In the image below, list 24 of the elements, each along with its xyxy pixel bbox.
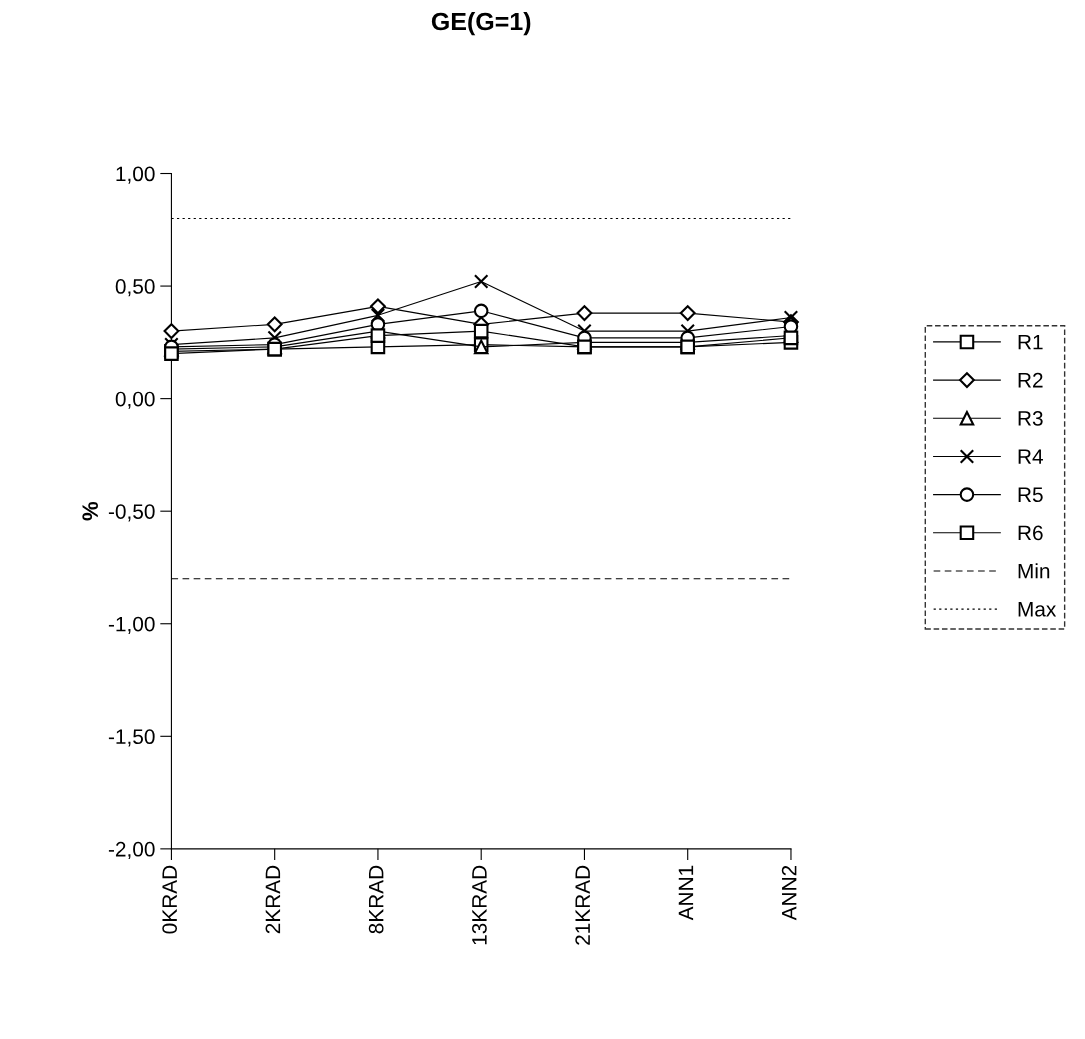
- y-tick-label: -0,50: [108, 504, 155, 522]
- y-axis-title: %: [82, 501, 98, 521]
- legend-label: Min: [1018, 563, 1050, 579]
- x-tick-label: 0KRAD: [162, 865, 178, 934]
- legend-label: R6: [1018, 525, 1043, 541]
- legend-label: R3: [1018, 411, 1043, 426]
- x-tick-label: 13KRAD: [472, 865, 487, 945]
- y-tick-label: 0,50: [115, 279, 155, 297]
- y-tick-label: 0,00: [115, 391, 155, 409]
- y-tick-label: 1,00: [116, 166, 155, 184]
- chart-title: GE(G=1): [431, 11, 531, 36]
- legend-label: Max: [1018, 602, 1057, 617]
- y-tick-label: -2,00: [108, 841, 155, 860]
- x-tick-label: ANN2: [781, 865, 797, 921]
- legend-label: R5: [1018, 487, 1043, 503]
- x-tick-label: ANN1: [678, 865, 694, 921]
- x-tick-label: 2KRAD: [265, 865, 281, 934]
- x-tick-label: 8KRAD: [368, 865, 384, 934]
- legend-label: R2: [1018, 372, 1043, 388]
- x-tick-label: 21KRAD: [575, 865, 590, 945]
- y-tick-label: -1,00: [108, 616, 155, 634]
- legend-label: R1: [1018, 334, 1043, 350]
- y-tick-label: -1,50: [108, 729, 155, 747]
- legend-label: R4: [1018, 449, 1043, 464]
